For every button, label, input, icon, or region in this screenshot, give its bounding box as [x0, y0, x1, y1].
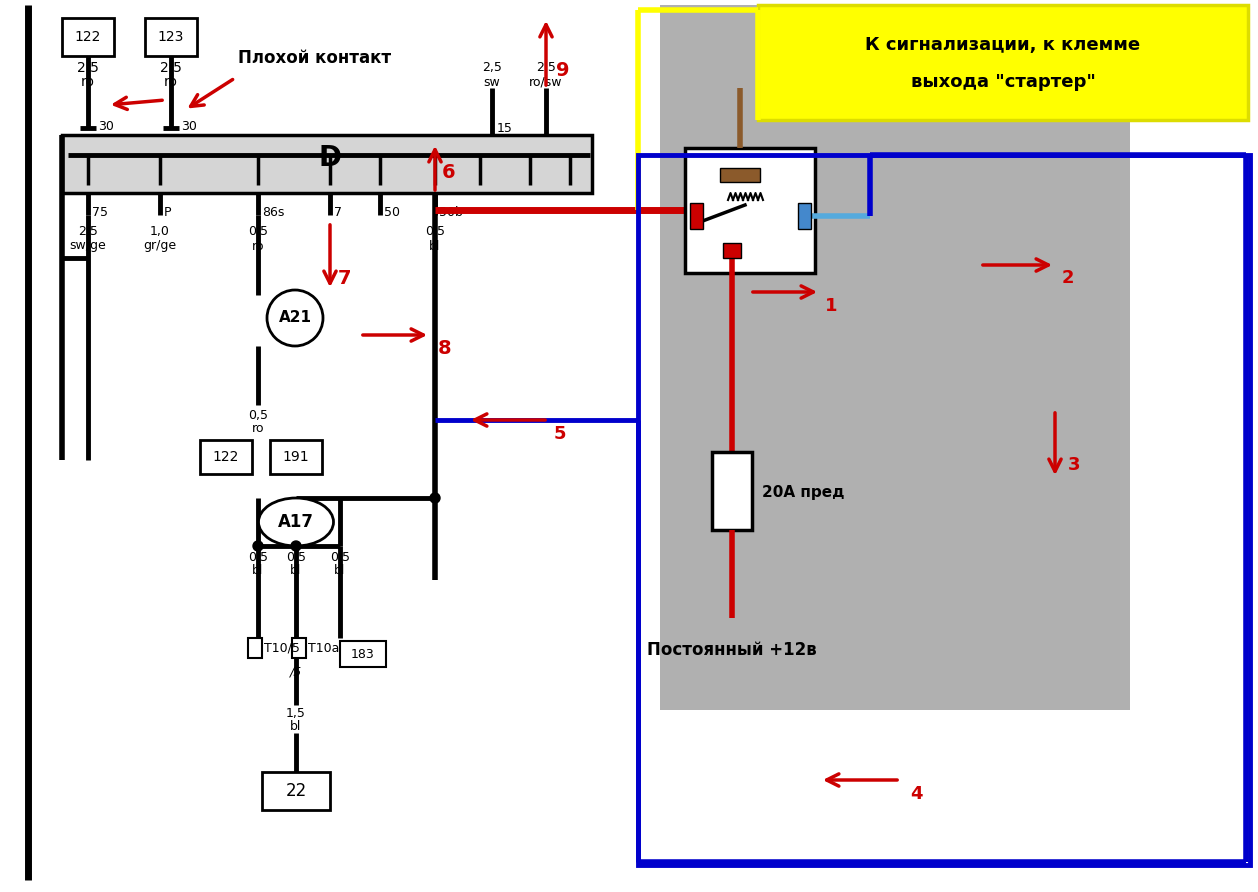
Text: bl: bl: [291, 565, 302, 577]
Text: 1,5: 1,5: [286, 707, 306, 721]
Text: T10/5: T10/5: [264, 641, 299, 655]
Text: 191: 191: [283, 450, 309, 464]
Bar: [62, 18, 114, 56]
Bar: [689, 203, 703, 229]
Text: ro/sw: ro/sw: [530, 76, 562, 88]
Text: ro: ro: [252, 423, 264, 435]
Text: /5: /5: [289, 665, 302, 679]
Text: 0,5: 0,5: [248, 226, 268, 238]
Bar: [660, 5, 1130, 710]
Text: выхода "стартер": выхода "стартер": [911, 73, 1096, 91]
Bar: [62, 135, 593, 193]
Text: 86s: 86s: [262, 207, 284, 219]
Bar: [798, 203, 811, 229]
Text: 1: 1: [825, 297, 838, 315]
Text: 30: 30: [181, 120, 196, 133]
Text: 50b: 50b: [439, 207, 463, 219]
Text: 22: 22: [286, 782, 307, 800]
Text: 0,5: 0,5: [286, 551, 306, 565]
Text: 15: 15: [497, 121, 513, 135]
Bar: [248, 638, 262, 658]
Text: bl: bl: [429, 239, 440, 252]
Text: 0,5: 0,5: [425, 226, 445, 238]
Text: 183: 183: [351, 648, 375, 660]
Ellipse shape: [258, 498, 333, 546]
Text: 6: 6: [442, 162, 455, 181]
Text: К сигнализации, к клемме: К сигнализации, к клемме: [866, 36, 1141, 54]
Text: 7: 7: [335, 207, 342, 219]
Text: 122: 122: [74, 30, 101, 44]
Text: 50: 50: [384, 207, 400, 219]
Text: 5: 5: [554, 425, 566, 443]
Text: 4: 4: [910, 785, 922, 803]
Text: 2,5: 2,5: [536, 62, 556, 75]
Text: T10a: T10a: [308, 641, 340, 655]
Text: sw: sw: [483, 76, 501, 88]
Text: 75: 75: [92, 207, 108, 219]
Text: 30: 30: [98, 120, 114, 133]
Text: P: P: [164, 207, 171, 219]
Text: gr/ge: gr/ge: [143, 239, 176, 252]
Bar: [340, 641, 386, 667]
Text: 123: 123: [157, 30, 184, 44]
Text: ro: ro: [252, 239, 264, 252]
Text: Постоянный +12в: Постоянный +12в: [647, 641, 816, 659]
Text: A21: A21: [278, 310, 312, 326]
Text: Плохой контакт: Плохой контакт: [238, 49, 391, 67]
Text: 7: 7: [338, 268, 351, 287]
Bar: [720, 168, 760, 182]
Text: ro: ro: [164, 75, 177, 89]
Circle shape: [430, 493, 440, 503]
Bar: [759, 5, 1248, 120]
Text: 1,0: 1,0: [150, 226, 170, 238]
Bar: [270, 440, 322, 474]
Text: 8: 8: [438, 338, 452, 358]
Text: 3: 3: [1068, 456, 1081, 474]
Bar: [638, 155, 1250, 865]
Bar: [686, 148, 815, 273]
Bar: [723, 243, 741, 258]
Bar: [292, 638, 306, 658]
Bar: [145, 18, 198, 56]
Text: bl: bl: [253, 565, 264, 577]
Text: bl: bl: [291, 721, 302, 733]
Text: 2: 2: [1062, 269, 1074, 287]
Text: 2,5: 2,5: [482, 62, 502, 75]
Text: 0,5: 0,5: [248, 409, 268, 422]
Bar: [200, 440, 252, 474]
Text: 2,5: 2,5: [78, 226, 98, 238]
Text: A17: A17: [278, 513, 314, 531]
Text: bl: bl: [335, 565, 346, 577]
Circle shape: [291, 541, 301, 551]
Text: 122: 122: [213, 450, 239, 464]
Text: 2,5: 2,5: [77, 61, 99, 75]
Text: ro: ro: [81, 75, 96, 89]
Text: 20А пред: 20А пред: [762, 485, 844, 500]
Text: sw/ge: sw/ge: [69, 239, 107, 252]
Bar: [262, 772, 330, 810]
Text: 0,5: 0,5: [248, 551, 268, 565]
Text: 2,5: 2,5: [160, 61, 182, 75]
Circle shape: [253, 541, 263, 551]
Text: 9: 9: [556, 61, 570, 79]
Text: 0,5: 0,5: [330, 551, 350, 565]
Bar: [712, 452, 752, 530]
Circle shape: [267, 290, 323, 346]
Text: D: D: [318, 144, 341, 172]
